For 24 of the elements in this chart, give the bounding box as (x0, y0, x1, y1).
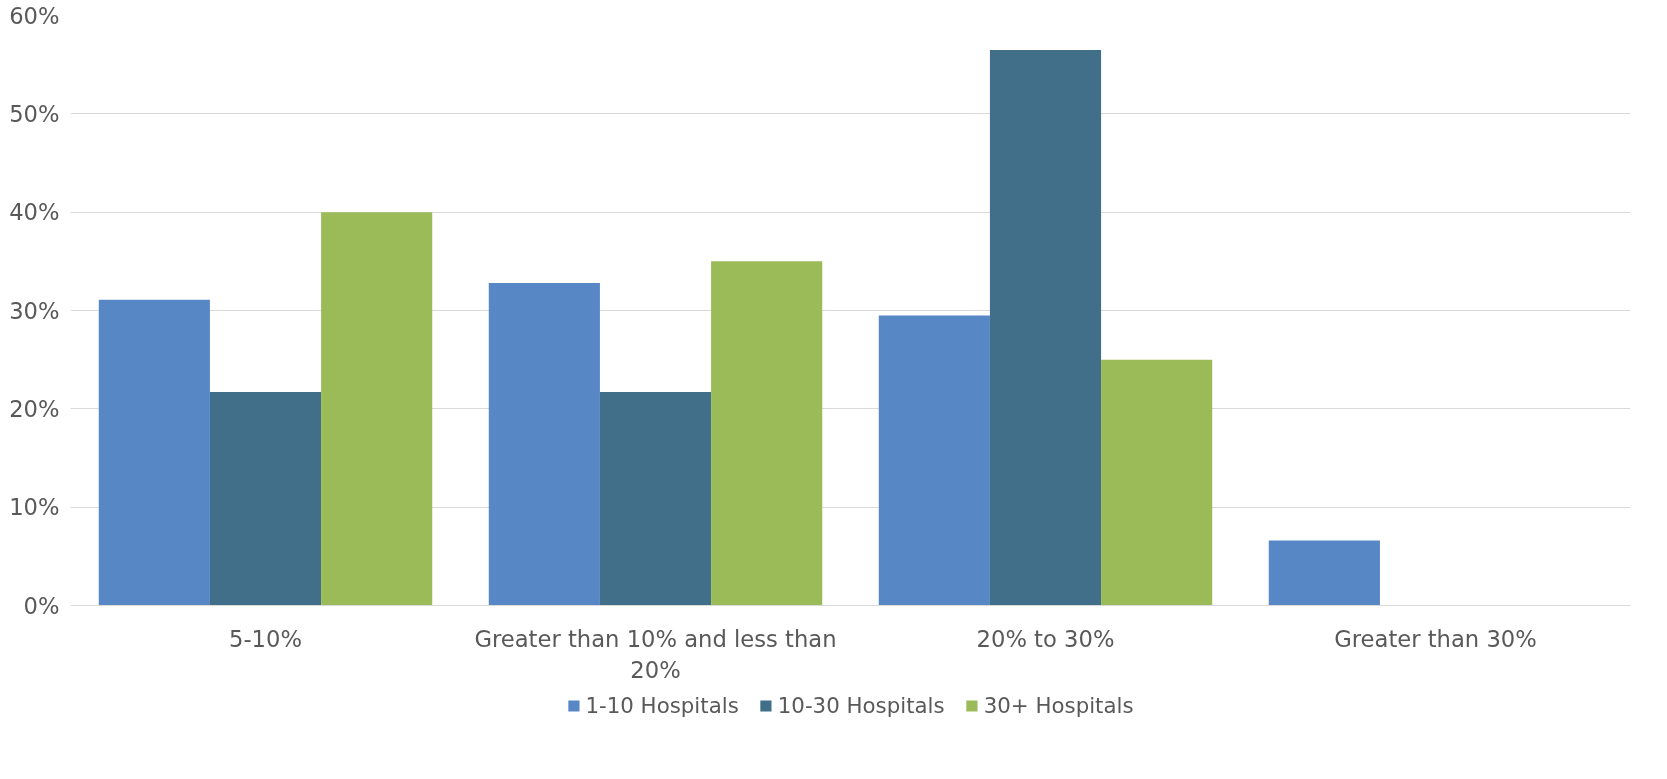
y-tick-label: 40% (9, 199, 60, 226)
legend-label: 1-10 Hospitals (585, 692, 739, 718)
y-tick-label: 60% (9, 2, 60, 29)
y-tick-label: 0% (23, 592, 60, 619)
y-tick-label: 10% (9, 494, 60, 521)
y-tick-label: 30% (9, 297, 60, 324)
bar (488, 282, 600, 606)
x-tick-label: 20% to 30% (976, 625, 1115, 652)
bar (1268, 540, 1380, 606)
bar (98, 299, 210, 606)
legend-label: 30+ Hospitals (983, 692, 1134, 718)
legend-label: 10-30 Hospitals (777, 692, 945, 718)
bar (989, 49, 1102, 606)
bar (711, 261, 823, 606)
x-tick-label: 5-10% (229, 625, 302, 652)
bar (321, 212, 433, 606)
bar (1101, 359, 1213, 606)
bar (599, 392, 712, 606)
bar (209, 392, 322, 606)
y-tick-label: 50% (9, 100, 60, 127)
bar (878, 315, 990, 606)
y-tick-label: 20% (9, 395, 60, 422)
x-tick-label: Greater than 30% (1334, 625, 1537, 652)
x-tick-label: Greater than 10% and less than 20% (474, 625, 837, 683)
